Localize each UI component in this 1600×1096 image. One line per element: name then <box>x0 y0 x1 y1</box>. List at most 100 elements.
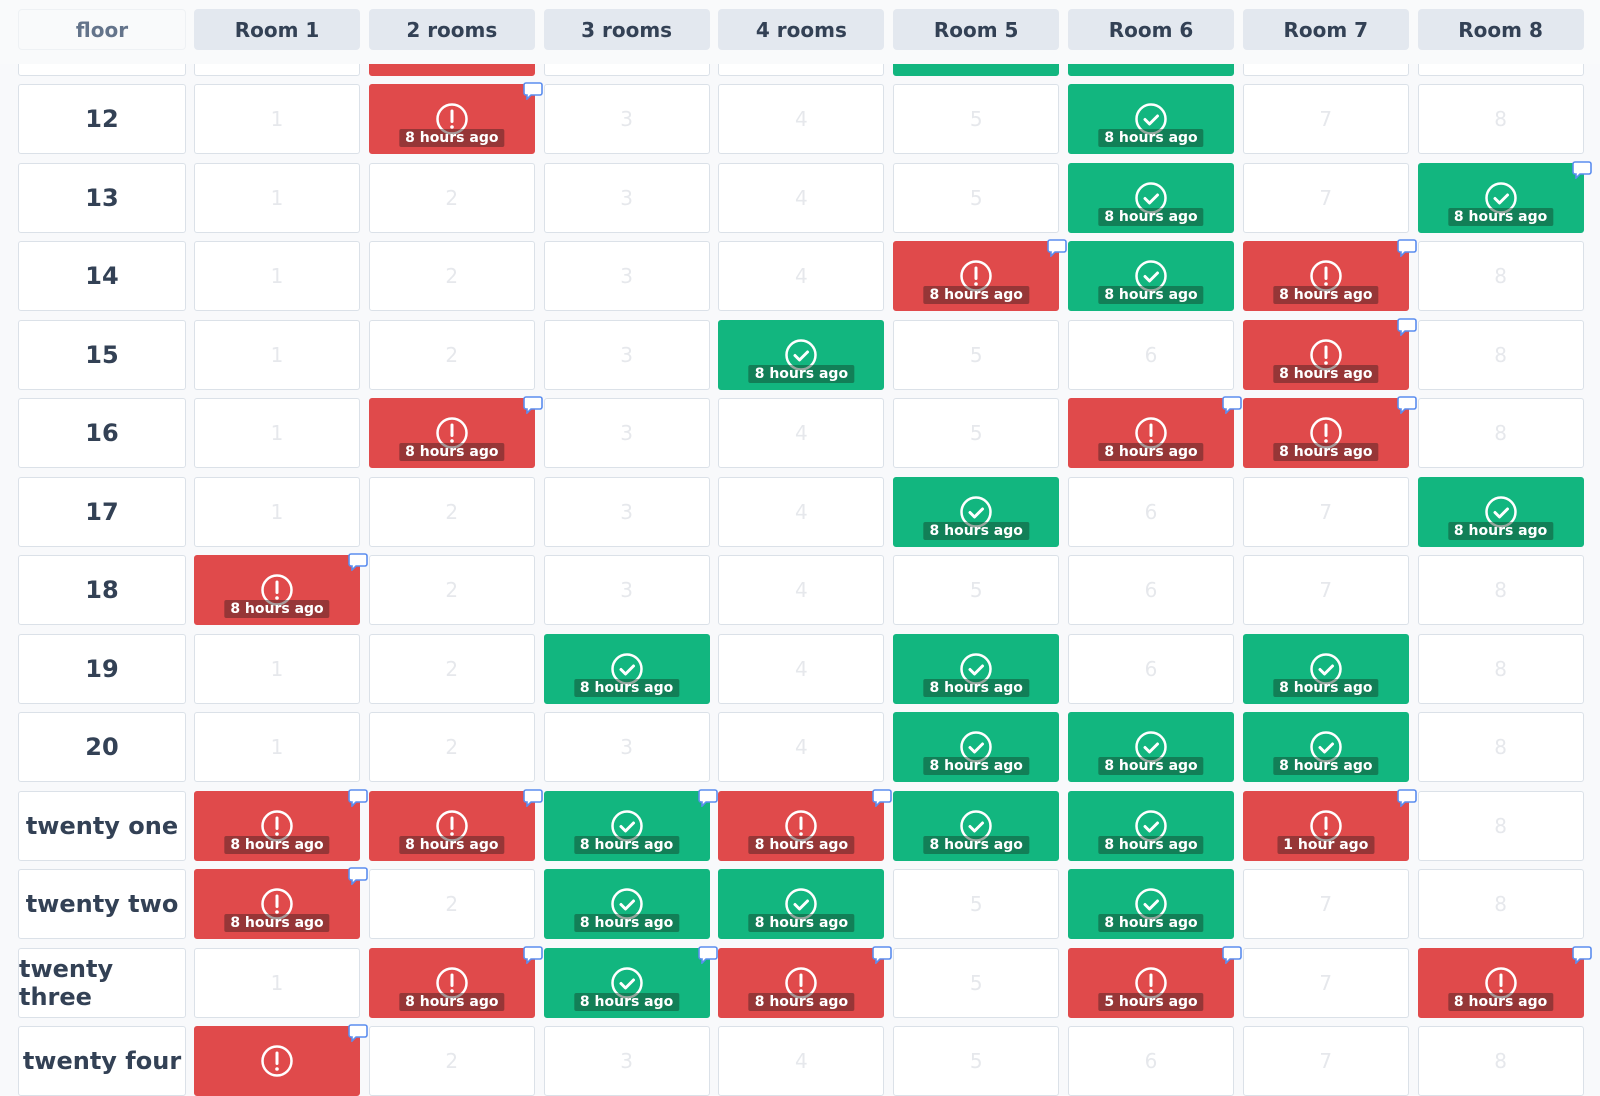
comment-badge[interactable] <box>522 81 543 100</box>
room-cell[interactable]: 8 <box>1417 869 1584 939</box>
comment-badge[interactable] <box>872 945 893 964</box>
comment-badge[interactable] <box>1571 945 1592 964</box>
room-status-alert[interactable]: 8 hours ago <box>718 945 893 1018</box>
room-cell[interactable]: 2 <box>368 869 535 939</box>
room-cell[interactable]: 4 <box>718 555 885 625</box>
comment-badge[interactable] <box>697 945 718 964</box>
comment-badge[interactable] <box>1396 788 1417 807</box>
room-cell[interactable]: 5 <box>893 1026 1060 1096</box>
comment-badge[interactable] <box>872 788 893 807</box>
room-cell[interactable]: 2 <box>368 241 535 311</box>
room-cell[interactable]: 6 <box>1068 319 1234 390</box>
room-cell[interactable]: 4 <box>718 476 885 547</box>
room-status-ok[interactable]: 8 hours ago <box>1068 84 1234 154</box>
room-status-alert[interactable]: 8 hours ago <box>893 239 1067 311</box>
room-status-alert[interactable]: 1 hour ago <box>1242 788 1417 861</box>
room-cell[interactable]: 3 <box>543 241 710 311</box>
room-cell[interactable]: 8 <box>1417 84 1584 154</box>
comment-badge[interactable] <box>348 866 368 885</box>
room-status-alert[interactable]: 8 hours ago <box>368 82 543 154</box>
room-status-alert[interactable]: 8 hours ago <box>1242 317 1417 390</box>
room-cell[interactable]: 6 <box>1068 1026 1234 1096</box>
room-cell[interactable]: 8 <box>1417 555 1584 625</box>
room-status-alert[interactable]: 8 hours ago <box>368 788 543 861</box>
room-cell[interactable]: 2 <box>368 633 535 704</box>
comment-badge[interactable] <box>1047 238 1067 257</box>
room-status-alert[interactable]: 8 hours ago <box>1242 239 1417 311</box>
room-status-alert[interactable]: 8 hours ago <box>1068 396 1242 468</box>
comment-badge[interactable] <box>1396 395 1417 414</box>
room-status-ok[interactable]: 8 hours ago <box>1242 712 1409 782</box>
comment-badge[interactable] <box>522 945 543 964</box>
room-cell[interactable]: 3 <box>543 476 710 547</box>
room-status-ok[interactable]: 8 hours ago <box>543 788 718 861</box>
room-status-ok[interactable]: 8 hours ago <box>1068 162 1234 233</box>
room-status-ok[interactable]: 8 hours ago <box>718 869 885 939</box>
room-status-ok[interactable]: 8 hours ago <box>543 633 710 704</box>
room-cell[interactable]: 1 <box>194 947 360 1018</box>
room-status-ok[interactable]: 8 hours ago <box>893 712 1060 782</box>
room-cell[interactable]: 5 <box>893 319 1060 390</box>
comment-badge[interactable] <box>1396 317 1417 336</box>
room-status-alert[interactable]: 8 hours ago <box>194 867 368 939</box>
room-status-ok[interactable]: 8 hours ago <box>543 945 718 1018</box>
room-status-alert[interactable]: 8 hours ago <box>1242 396 1417 468</box>
room-cell[interactable]: 2 <box>368 162 535 233</box>
room-cell[interactable]: 5 <box>893 84 1060 154</box>
room-cell[interactable]: 2 <box>368 1026 535 1096</box>
comment-badge[interactable] <box>1222 945 1242 964</box>
room-cell[interactable]: 4 <box>718 633 885 704</box>
room-status-ok[interactable]: 8 hours ago <box>1068 869 1234 939</box>
room-cell[interactable]: 8 <box>1417 712 1584 782</box>
room-cell[interactable]: 1 <box>194 712 360 782</box>
room-cell[interactable]: 7 <box>1242 162 1409 233</box>
comment-badge[interactable] <box>348 788 368 807</box>
room-cell[interactable]: 2 <box>368 319 535 390</box>
room-status-alert[interactable]: 8 hours ago <box>368 945 543 1018</box>
room-cell[interactable]: 3 <box>543 319 710 390</box>
room-cell[interactable]: 5 <box>893 398 1060 468</box>
room-status-alert[interactable]: 8 hours ago <box>194 788 368 861</box>
room-cell[interactable]: 1 <box>194 476 360 547</box>
room-status-alert[interactable]: 8 hours ago <box>1417 945 1592 1018</box>
room-cell[interactable]: 1 <box>194 633 360 704</box>
room-header[interactable]: Room 6 <box>1068 9 1234 50</box>
room-cell[interactable]: 3 <box>543 1026 710 1096</box>
comment-badge[interactable] <box>348 1023 368 1042</box>
room-cell[interactable]: 8 <box>1417 1026 1584 1096</box>
comment-badge[interactable] <box>1571 160 1592 179</box>
room-cell[interactable]: 6 <box>1068 633 1234 704</box>
room-cell[interactable]: 3 <box>543 162 710 233</box>
room-cell[interactable]: 4 <box>718 84 885 154</box>
comment-badge[interactable] <box>348 552 368 571</box>
room-cell[interactable]: 1 <box>194 241 360 311</box>
room-status-alert[interactable] <box>194 1024 368 1096</box>
room-cell[interactable]: 4 <box>718 712 885 782</box>
room-status-ok[interactable]: 8 hours ago <box>1417 476 1584 547</box>
room-status-alert[interactable]: 8 hours ago <box>368 396 543 468</box>
room-cell[interactable]: 7 <box>1242 869 1409 939</box>
comment-badge[interactable] <box>1222 395 1242 414</box>
comment-badge[interactable] <box>522 395 543 414</box>
room-status-ok[interactable]: 8 hours ago <box>1417 160 1592 233</box>
room-cell[interactable]: 1 <box>194 319 360 390</box>
room-cell[interactable]: 3 <box>543 84 710 154</box>
room-status-ok[interactable]: 8 hours ago <box>718 319 885 390</box>
comment-badge[interactable] <box>522 788 543 807</box>
room-cell[interactable]: 1 <box>194 162 360 233</box>
room-cell[interactable]: 5 <box>893 162 1060 233</box>
room-cell[interactable]: 8 <box>1417 633 1584 704</box>
room-cell[interactable]: 7 <box>1242 1026 1409 1096</box>
room-status-ok[interactable]: 8 hours ago <box>893 633 1060 704</box>
room-header[interactable]: 3 rooms <box>543 9 710 50</box>
room-cell[interactable]: 4 <box>718 162 885 233</box>
room-header[interactable]: Room 5 <box>893 9 1060 50</box>
room-cell[interactable]: 7 <box>1242 84 1409 154</box>
room-cell[interactable]: 6 <box>1068 476 1234 547</box>
room-cell[interactable]: 2 <box>368 555 535 625</box>
room-status-ok[interactable]: 8 hours ago <box>1242 633 1409 704</box>
room-cell[interactable]: 1 <box>194 398 360 468</box>
room-header[interactable]: Room 1 <box>194 9 360 50</box>
room-cell[interactable]: 3 <box>543 555 710 625</box>
room-cell[interactable]: 4 <box>718 1026 885 1096</box>
